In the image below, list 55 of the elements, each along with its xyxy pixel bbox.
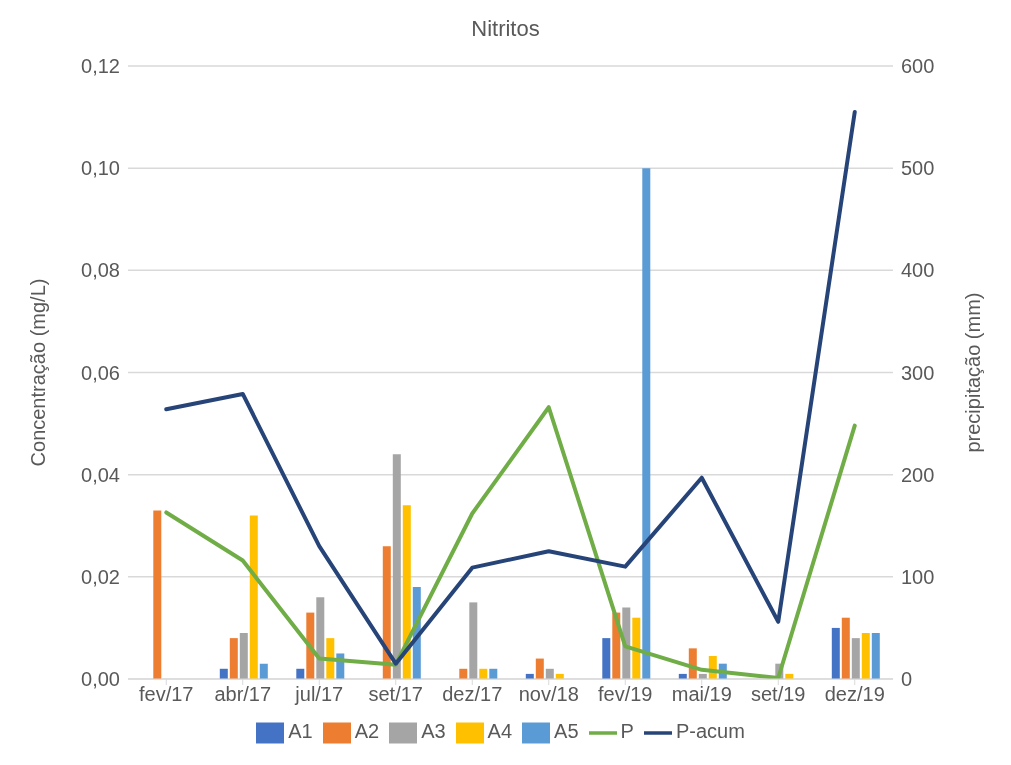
legend-label: A3 [421, 720, 446, 743]
legend-label: A2 [354, 720, 380, 743]
bar [642, 168, 651, 679]
y2-tick-label: 100 [901, 565, 935, 588]
bar [259, 663, 268, 679]
y-tick-label: 0,12 [81, 55, 120, 78]
x-tick-label: fev/17 [139, 683, 194, 706]
x-tick-label: dez/19 [824, 683, 885, 706]
legend-label: A5 [554, 720, 579, 743]
y-axis-title: Concentração (mg/L) [27, 278, 50, 467]
bar [469, 602, 478, 679]
y-tick-label: 0,00 [81, 668, 120, 691]
y-tick-label: 0,04 [81, 463, 120, 486]
y-tick-label: 0,06 [81, 361, 120, 384]
y2-tick-label: 600 [901, 55, 935, 78]
bar [861, 633, 870, 679]
bar [871, 633, 880, 679]
y2-tick-label: 300 [901, 361, 935, 384]
y2-tick-label: 500 [901, 157, 935, 180]
bar [316, 597, 325, 679]
y2-axis-title: precipitação (mm) [962, 292, 985, 453]
y-tick-label: 0,02 [81, 565, 120, 588]
bar [841, 617, 850, 679]
y2-tick-label: 0 [901, 668, 913, 691]
chart-title: Nitritos [470, 15, 541, 43]
bar [229, 638, 238, 679]
bar [851, 638, 860, 679]
y-tick-label: 0,10 [81, 157, 120, 180]
legend-label: A4 [487, 720, 513, 743]
y2-tick-label: 200 [901, 463, 935, 486]
legend-label: A1 [288, 720, 313, 743]
bar [382, 546, 391, 679]
y2-tick-label: 400 [901, 259, 935, 282]
x-tick-label: set/17 [368, 683, 423, 706]
bar [392, 454, 401, 679]
x-tick-label: jul/17 [294, 683, 344, 706]
legend-label: P-acum [675, 720, 745, 743]
x-tick-label: dez/17 [442, 683, 503, 706]
legend-label: P [620, 720, 634, 743]
line-series [164, 405, 857, 679]
bar [632, 617, 641, 679]
x-tick-label: mai/19 [671, 683, 732, 706]
bar [602, 638, 611, 679]
x-tick-label: nov/18 [518, 683, 579, 706]
bar [535, 658, 544, 679]
y-tick-label: 0,08 [81, 259, 120, 282]
x-tick-label: set/19 [751, 683, 806, 706]
bar [153, 510, 162, 679]
bar [249, 515, 258, 679]
bar [239, 633, 248, 679]
x-tick-label: fev/19 [598, 683, 653, 706]
bar [402, 505, 411, 679]
line-series [164, 109, 857, 666]
x-tick-label: abr/17 [214, 683, 272, 706]
bar [831, 627, 840, 679]
